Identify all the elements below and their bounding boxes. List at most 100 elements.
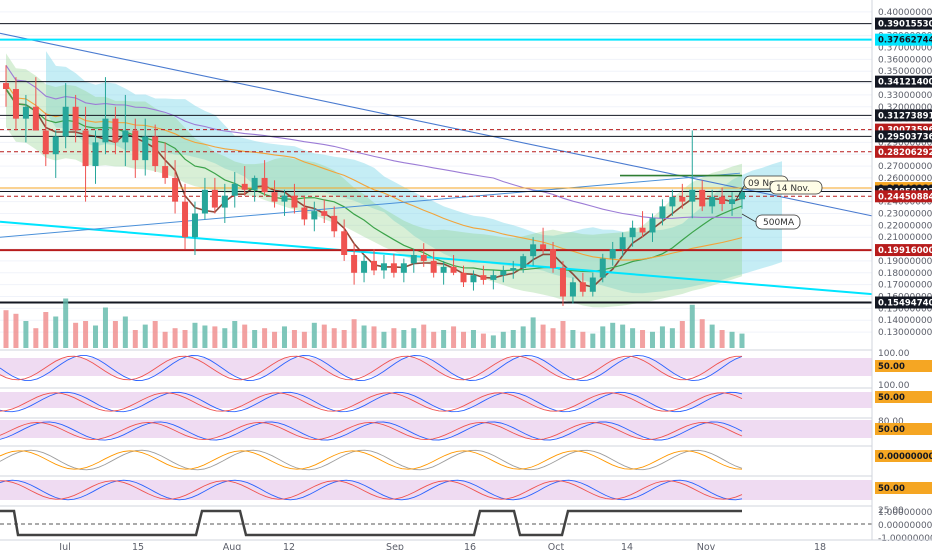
candle-body [92,142,99,167]
oscillator-signal [0,392,743,412]
time-tick-label: 14 [621,542,633,550]
price-tick-label: 0.19000000 [878,257,932,267]
volume-bar [490,335,496,348]
time-tick-label: 12 [283,542,295,550]
indicator-lines [0,32,873,296]
candle-body [291,195,298,208]
volume-bar [719,330,725,348]
pane-band [0,358,872,376]
pane-tick-label: 100.00 [878,381,910,391]
candle-body [152,136,159,167]
candle-body [211,189,218,208]
volume-bar [142,324,148,348]
volume-bar [311,322,317,348]
candle-body [589,277,596,292]
volume-bar [630,328,636,348]
oscillator-signal [0,450,743,470]
price-tick-label: 0.17000000 [878,281,932,291]
time-tick-label: Jul [58,542,70,550]
price-tag-bg [875,296,932,309]
volume-bar [262,328,268,348]
volume-bar [331,328,337,348]
pane-tick-label: 1.00000000 [878,508,932,518]
candle-body [380,263,387,271]
candle-body [609,249,616,259]
volume-bar [550,328,556,348]
candlesticks [3,65,745,306]
candle-body [450,266,457,273]
callout-box [769,180,823,195]
volume-bar [659,326,665,348]
volume-bar [560,321,566,348]
pane-tick-label: 100.00 [878,349,910,359]
candle-body [619,237,626,250]
candle-body [470,275,477,283]
price-tag-bg [875,17,932,30]
volume-bar [212,326,218,348]
price-tag-bg [875,75,932,88]
candle-body [599,258,606,278]
volume-bar [709,324,715,348]
price-tick-label: 0.22000000 [878,221,932,231]
candle-body [52,136,59,155]
volume-bar [729,331,735,348]
volume-bars [3,298,745,348]
volume-bar [63,298,69,348]
candle-body [221,195,228,208]
volume-bar [381,331,387,348]
volume-bar [480,333,486,348]
candle-body [629,227,636,238]
volume-bar [510,330,516,348]
candle-body [281,195,288,202]
volume-bar [132,330,138,348]
price-tag-bg [875,145,932,158]
candle-body [729,199,736,205]
volume-bar [431,331,437,348]
candle-body [261,177,268,193]
candle-body [231,183,238,196]
candle-body [530,244,537,257]
price-tag-bg [875,130,932,143]
price-tag-label: 0.24450884 [878,192,932,202]
candle-body [321,211,328,216]
pane-tag-label: 50.00 [878,425,905,435]
volume-bar [361,325,367,348]
candle-body [32,106,39,131]
candle-body [669,196,676,207]
price-tick-label: 0.23000000 [878,210,932,220]
candle-body [142,136,149,161]
pane-tag-bg [875,482,932,494]
volume-bar [689,304,695,348]
candle-body [639,227,646,233]
price-tag-bg [875,244,932,257]
volume-bar [301,331,307,348]
volume-bar [192,322,198,348]
candle-body [22,106,29,119]
callout-pointer [741,213,757,223]
price-tick-label: 0.18000000 [878,269,932,279]
candle-body [440,266,447,273]
price-tags: 0.39015530 0.37662744 0.34121400 0.31273891… [875,17,932,494]
volume-bar [182,330,188,348]
candle-body [371,260,377,271]
candle-body [659,206,666,219]
candle-body [102,118,109,143]
callout-label: 14 Nov. [776,184,810,194]
price-tick-label: 0.40000000 [878,8,932,18]
candle-body [500,270,507,276]
price-tag-label: 0.19916000 [878,246,932,256]
candle-body [709,196,716,207]
downtrend-line [0,32,873,217]
volume-bar [272,331,278,348]
oscillator-line [0,354,743,382]
volume-bar [401,330,407,348]
time-tick-label: Nov [697,542,716,550]
volume-bar [610,322,616,348]
volume-bar [451,326,457,348]
price-tick-label: 0.36000000 [878,55,932,65]
callout-label: 09 Nov. [748,179,782,189]
volume-bar [411,328,417,348]
candle-body [510,268,517,271]
volume-bar [600,326,606,348]
candle-body [490,275,497,280]
